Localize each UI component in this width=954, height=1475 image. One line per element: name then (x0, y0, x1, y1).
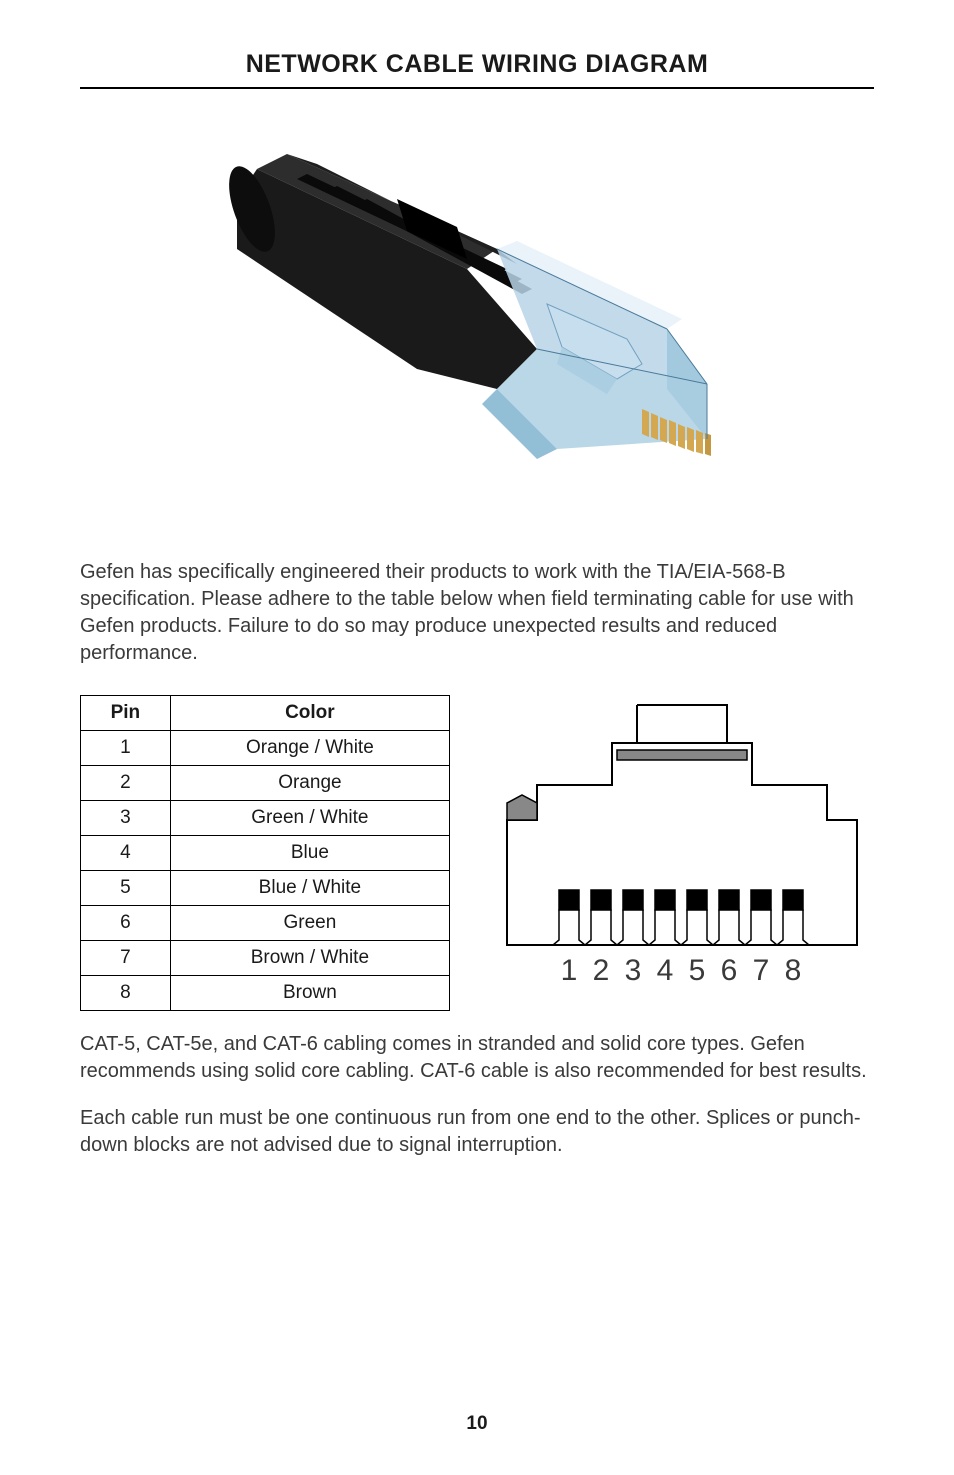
svg-text:7: 7 (753, 954, 770, 987)
page-number: 10 (0, 1413, 954, 1435)
svg-text:3: 3 (625, 954, 642, 987)
pin-cell: 4 (81, 836, 171, 871)
table-header-pin: Pin (81, 696, 171, 731)
pin-color-table: Pin Color 1Orange / White2Orange3Green /… (80, 695, 450, 1011)
footer-paragraph-1: CAT-5, CAT-5e, and CAT-6 cabling comes i… (80, 1031, 874, 1085)
table-row: 5Blue / White (81, 871, 450, 906)
footer-paragraph-2: Each cable run must be one continuous ru… (80, 1105, 874, 1159)
table-row: 7Brown / White (81, 941, 450, 976)
pin-cell: 8 (81, 976, 171, 1011)
svg-text:8: 8 (785, 954, 802, 987)
intro-paragraph: Gefen has specifically engineered their … (80, 559, 874, 667)
pin-cell: 3 (81, 801, 171, 836)
pin-cell: 1 (81, 731, 171, 766)
table-row: 4Blue (81, 836, 450, 871)
table-row: 1Orange / White (81, 731, 450, 766)
pin-cell: 6 (81, 906, 171, 941)
table-row: 2Orange (81, 766, 450, 801)
rj45-connector-3d (197, 129, 757, 529)
svg-text:6: 6 (721, 954, 738, 987)
color-cell: Brown / White (170, 941, 449, 976)
color-cell: Orange (170, 766, 449, 801)
color-cell: Green (170, 906, 449, 941)
pin-cell: 2 (81, 766, 171, 801)
table-header-color: Color (170, 696, 449, 731)
color-cell: Blue (170, 836, 449, 871)
svg-text:5: 5 (689, 954, 706, 987)
table-row: 6Green (81, 906, 450, 941)
color-cell: Blue / White (170, 871, 449, 906)
table-row: 8Brown (81, 976, 450, 1011)
color-cell: Brown (170, 976, 449, 1011)
svg-text:1: 1 (561, 954, 578, 987)
svg-text:4: 4 (657, 954, 674, 987)
pin-cell: 5 (81, 871, 171, 906)
svg-text:2: 2 (593, 954, 610, 987)
connector-illustration (80, 129, 874, 529)
color-cell: Green / White (170, 801, 449, 836)
table-row: 3Green / White (81, 801, 450, 836)
rj45-jack-front-diagram: 12345678 (497, 695, 867, 995)
pin-cell: 7 (81, 941, 171, 976)
page-title: NETWORK CABLE WIRING DIAGRAM (80, 50, 874, 89)
color-cell: Orange / White (170, 731, 449, 766)
